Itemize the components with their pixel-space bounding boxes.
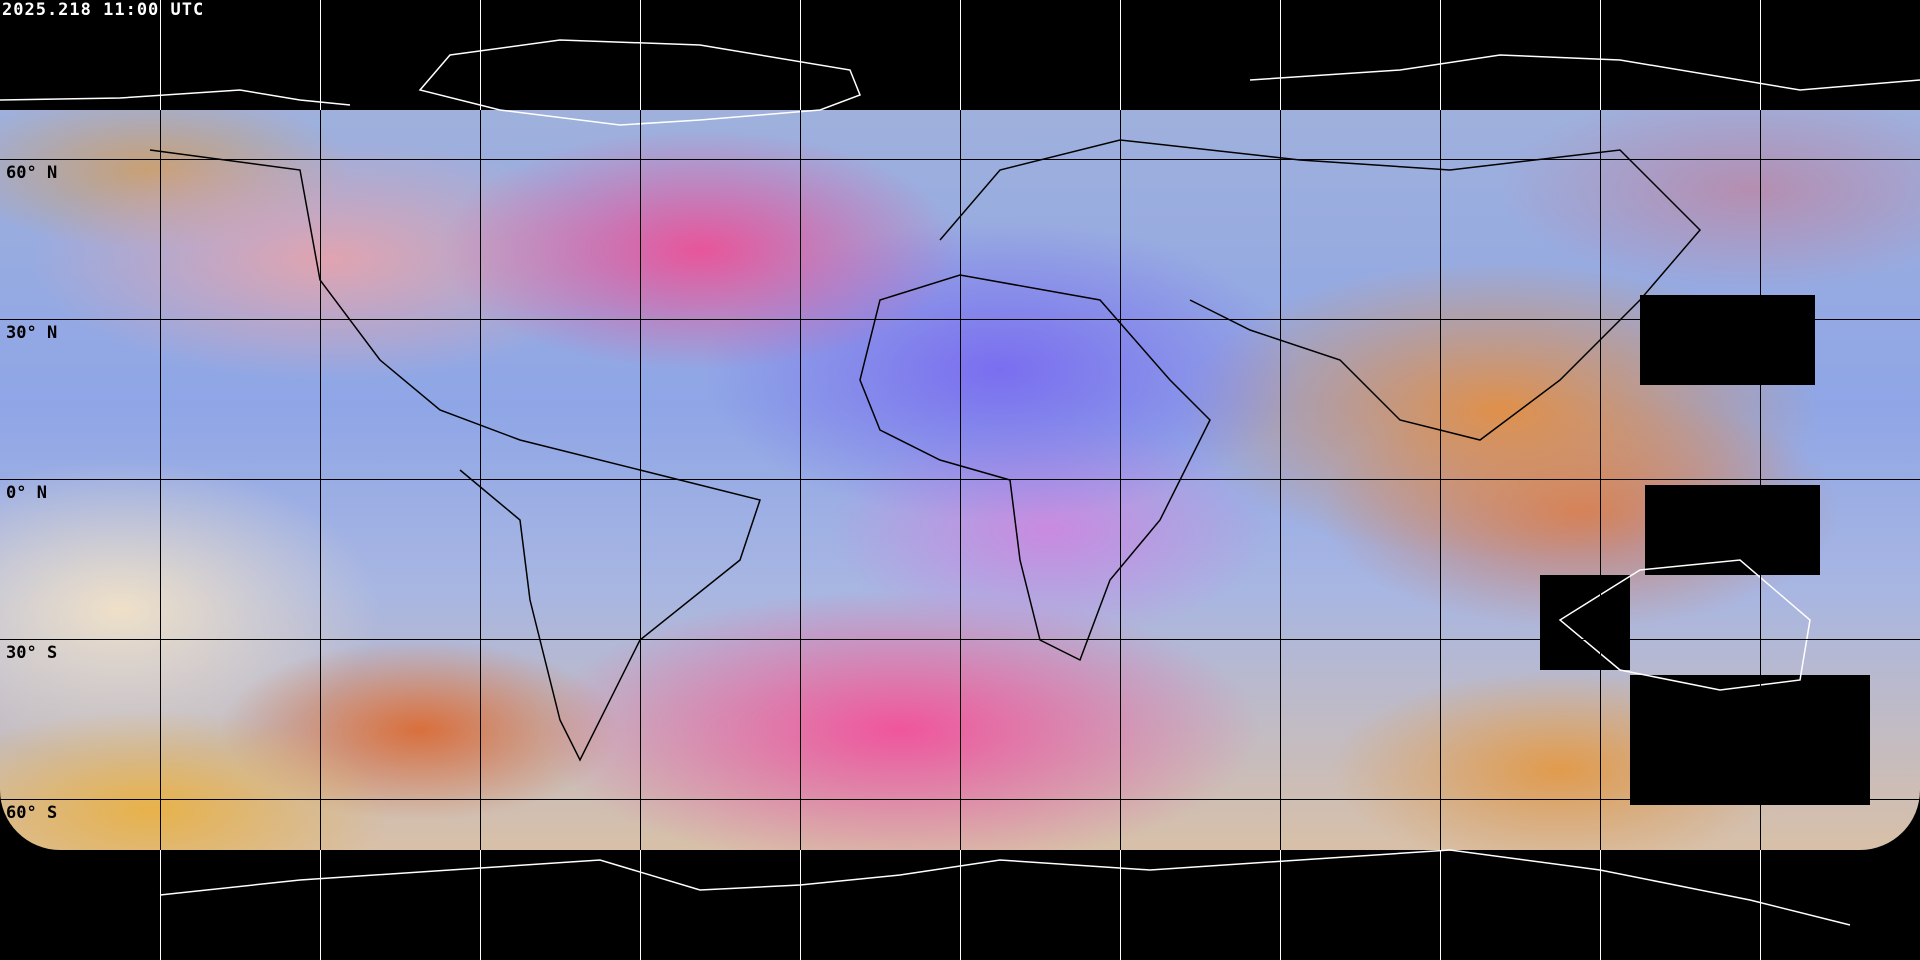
meridian-line-over-imagery bbox=[480, 110, 481, 850]
latitude-label-0n: 0° N bbox=[6, 483, 47, 503]
coastline-antarctica bbox=[159, 849, 1851, 926]
meridian-line-over-imagery bbox=[1600, 110, 1601, 850]
meridian-line-over-imagery bbox=[960, 110, 961, 850]
coastline-arctic bbox=[0, 54, 1920, 106]
parallel-line-30s bbox=[0, 639, 1920, 640]
coastline-americas bbox=[149, 149, 761, 762]
no-data-region-australia bbox=[1540, 575, 1630, 670]
meridian-line-over-imagery bbox=[800, 110, 801, 850]
parallel-line-equator bbox=[0, 479, 1920, 480]
coastline-australia bbox=[1558, 559, 1811, 691]
parallel-line-30n bbox=[0, 319, 1920, 320]
latitude-label-60n: 60° N bbox=[6, 163, 58, 183]
parallel-line-60s bbox=[0, 799, 1920, 800]
coastline-eurasia bbox=[939, 139, 1702, 441]
timestamp-label: 2025.218 11:00 UTC bbox=[2, 0, 205, 20]
coastline-greenland bbox=[418, 39, 861, 126]
meridian-line-over-imagery bbox=[1440, 110, 1441, 850]
no-data-region-pacific bbox=[1640, 295, 1815, 385]
latitude-label-30s: 30° S bbox=[6, 643, 58, 663]
latitude-label-30n: 30° N bbox=[6, 323, 58, 343]
coastline-africa bbox=[859, 274, 1211, 662]
meridian-line-over-imagery bbox=[1760, 110, 1761, 850]
meridian-line-over-imagery bbox=[1280, 110, 1281, 850]
meridian-line-over-imagery bbox=[160, 110, 161, 850]
meridian-line-over-imagery bbox=[640, 110, 641, 850]
meridian-line-over-imagery bbox=[1120, 110, 1121, 850]
meridian-line-over-imagery bbox=[320, 110, 321, 850]
latitude-label-60s: 60° S bbox=[6, 803, 58, 823]
no-data-region-tasman bbox=[1630, 675, 1870, 805]
parallel-line-60n bbox=[0, 159, 1920, 160]
